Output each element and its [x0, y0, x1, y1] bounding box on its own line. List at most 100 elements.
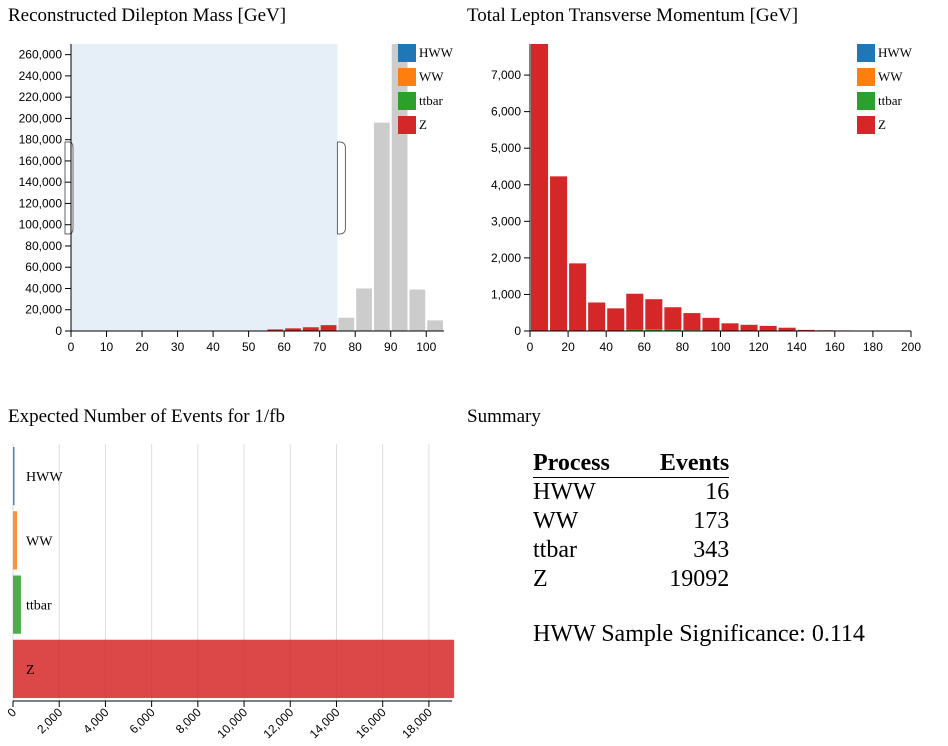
legend-label: Z	[419, 117, 427, 132]
y-tick-label: 200,000	[19, 111, 63, 125]
histogram-bar-z	[683, 313, 701, 331]
legend-label: WW	[878, 69, 903, 84]
x-tick-label: 80	[676, 340, 690, 354]
table-row: WW 173	[533, 507, 729, 536]
events-chart-title: Expected Number of Events for 1/fb	[8, 406, 285, 427]
x-tick-label: 0	[68, 340, 75, 354]
histogram-bar	[338, 317, 355, 331]
y-tick-label: 4,000	[491, 178, 521, 192]
y-tick-label: 1,000	[491, 287, 521, 301]
summary-process-cell: ttbar	[533, 537, 577, 563]
histogram-bar-z	[569, 263, 587, 331]
histogram-bar-z	[550, 176, 568, 331]
histogram-bar	[267, 329, 284, 331]
histogram-bar-z	[759, 325, 777, 331]
event-bar-ww	[13, 511, 17, 570]
event-bar-label: Z	[26, 663, 35, 678]
y-tick-label: 260,000	[19, 48, 63, 62]
x-tick-label: 200	[901, 340, 921, 354]
legend-label: ttbar	[419, 93, 443, 108]
legend-swatch-ttbar[interactable]	[857, 92, 875, 110]
x-tick-label: 120	[749, 340, 769, 354]
significance-line: HWW Sample Significance: 0.114	[533, 621, 865, 648]
significance-label: HWW Sample Significance:	[533, 621, 806, 647]
legend-swatch-hww[interactable]	[857, 44, 875, 62]
y-tick-label: 220,000	[19, 90, 63, 104]
y-tick-label: 80,000	[25, 239, 62, 253]
table-row: Z 19092	[533, 565, 729, 594]
histogram-bar	[373, 122, 390, 331]
x-tick-label: 14,000	[307, 705, 343, 741]
legend-label: HWW	[419, 45, 454, 60]
y-tick-label: 2,000	[491, 251, 521, 265]
y-tick-label: 40,000	[25, 281, 62, 295]
summary-title: Summary	[467, 406, 541, 427]
legend-swatch-z[interactable]	[398, 116, 416, 134]
histogram-bar-z	[626, 293, 644, 330]
histogram-bar	[409, 289, 426, 331]
event-bar-label: WW	[26, 534, 53, 549]
summary-table: Process Events HWW 16 WW 173 ttbar 343 Z…	[533, 450, 730, 594]
brush-selection[interactable]	[71, 44, 338, 331]
x-tick-label: 12,000	[261, 705, 297, 741]
table-row: ttbar 343	[533, 536, 729, 565]
histogram-bar	[320, 325, 337, 331]
summary-events-cell: 343	[693, 537, 730, 563]
y-tick-label: 6,000	[491, 105, 521, 119]
y-tick-label: 240,000	[19, 69, 63, 83]
x-tick-label: 60	[277, 340, 291, 354]
legend-swatch-ww[interactable]	[398, 68, 416, 86]
summary-process-cell: WW	[533, 508, 579, 534]
histogram-bar-z	[664, 307, 682, 330]
summary-process-cell: HWW	[533, 479, 596, 505]
events-chart: HWW WW ttbar Z 0 2,000 4,000 6,000 8,000 10,000 12…	[4, 444, 455, 741]
histogram-bar-z	[607, 308, 625, 331]
legend-swatch-ww[interactable]	[857, 68, 875, 86]
histogram-bar-ttbar	[664, 329, 682, 331]
x-tick-label: 40	[206, 340, 220, 354]
histogram-bar	[356, 288, 372, 331]
x-tick-label: 50	[242, 340, 256, 354]
x-tick-label: 8,000	[173, 705, 204, 736]
brush-handle-left[interactable]	[64, 141, 74, 235]
legend-swatch-ttbar[interactable]	[398, 92, 416, 110]
x-tick-label: 4,000	[80, 705, 111, 736]
pt-chart: 0 20 40 60 80 100 120 140 160 180 200 0 1,000 2,000 3,…	[491, 44, 921, 354]
y-tick-label: 5,000	[491, 141, 521, 155]
summary-header-process: Process	[533, 450, 610, 478]
histogram-bar	[427, 320, 443, 331]
event-bar-label: HWW	[26, 470, 63, 485]
y-tick-label: 180,000	[19, 133, 63, 147]
x-tick-label: 20	[135, 340, 149, 354]
mass-chart: 0 10 20 30 40 50 60 70 80 90 100 0 20,000 40,000 60,00…	[19, 44, 454, 354]
summary-process-cell: Z	[533, 566, 548, 592]
mass-chart-title: Reconstructed Dilepton Mass [GeV]	[8, 5, 287, 26]
y-tick-label: 100,000	[19, 218, 63, 232]
brush-handle-right[interactable]	[336, 141, 346, 235]
histogram-bar-z	[778, 327, 796, 331]
x-tick-label: 70	[313, 340, 327, 354]
x-tick-label: 0	[527, 340, 534, 354]
histogram-bar-z	[702, 317, 720, 331]
histogram-bar-z	[740, 324, 758, 331]
histogram-bar-z	[721, 323, 739, 331]
y-tick-label: 3,000	[491, 214, 521, 228]
legend-swatch-z[interactable]	[857, 116, 875, 134]
significance-value: 0.114	[811, 621, 865, 647]
histogram-bar	[302, 327, 319, 331]
histogram-bar-z	[797, 329, 815, 331]
x-tick-label: 160	[825, 340, 845, 354]
y-tick-label: 60,000	[25, 260, 62, 274]
summary-events-cell: 173	[693, 508, 730, 534]
histogram-bar-ttbar	[626, 329, 644, 331]
histogram-bar	[285, 328, 301, 331]
legend-swatch-hww[interactable]	[398, 44, 416, 62]
y-tick-label: 0	[55, 324, 62, 338]
y-tick-label: 120,000	[19, 196, 63, 210]
x-tick-label: 60	[638, 340, 652, 354]
histogram-bar-z	[531, 44, 549, 331]
event-bar-hww	[13, 447, 15, 506]
histogram-bar	[391, 44, 408, 331]
x-tick-label: 80	[349, 340, 363, 354]
